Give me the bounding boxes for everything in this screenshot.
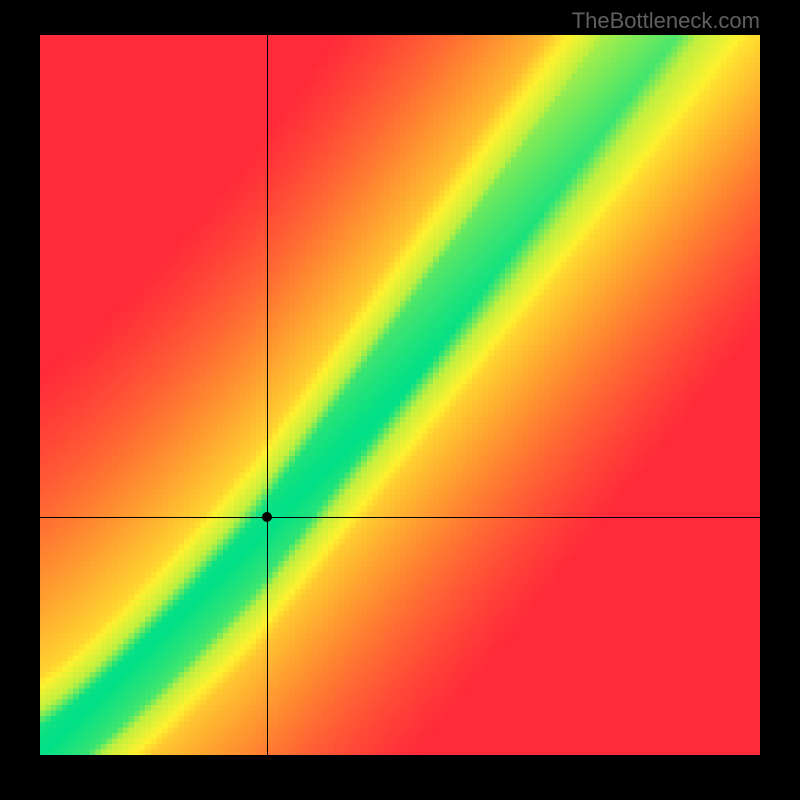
chart-container: TheBottleneck.com <box>0 0 800 800</box>
crosshair-horizontal <box>40 517 760 518</box>
plot-area <box>40 35 760 755</box>
watermark-text: TheBottleneck.com <box>572 8 760 34</box>
crosshair-vertical <box>267 35 268 755</box>
heatmap-canvas <box>40 35 760 755</box>
crosshair-marker <box>262 512 272 522</box>
